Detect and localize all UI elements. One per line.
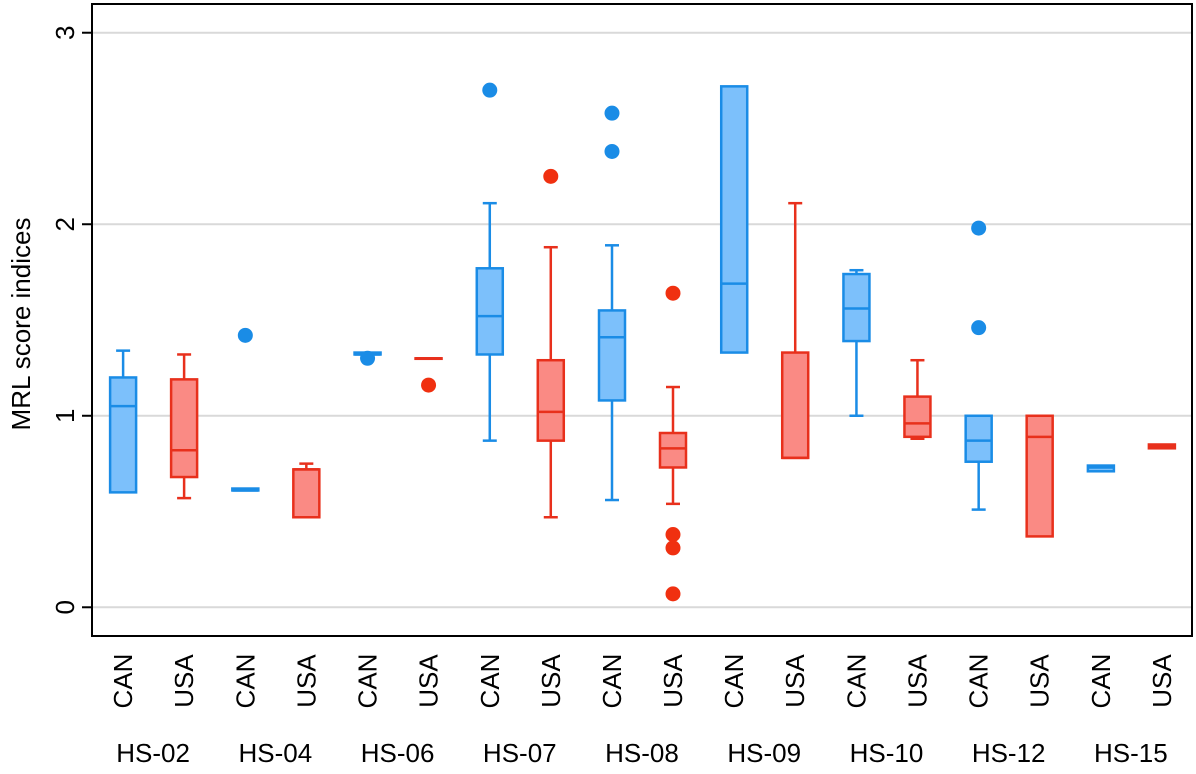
group-label: HS-08 — [605, 738, 679, 768]
country-label: CAN — [108, 654, 138, 709]
country-label: CAN — [1086, 654, 1116, 709]
box-iqr — [292, 468, 321, 519]
country-label: USA — [902, 654, 932, 708]
box-series — [108, 82, 1177, 602]
box-iqr — [964, 414, 993, 463]
y-tick-label: 1 — [50, 409, 80, 423]
box-iqr — [597, 309, 627, 402]
y-axis-title: MRL score indices — [6, 218, 36, 431]
box-iqr — [475, 267, 505, 356]
gridlines — [92, 31, 1192, 609]
y-tick-label: 3 — [50, 25, 80, 39]
country-label: CAN — [964, 654, 994, 709]
group-label: HS-09 — [727, 738, 801, 768]
outlier-point — [665, 526, 681, 542]
box-iqr — [780, 351, 810, 460]
group-label: HS-12 — [972, 738, 1046, 768]
box-iqr — [658, 431, 688, 469]
group-label: HS-02 — [116, 738, 190, 768]
box-iqr — [719, 85, 749, 354]
group-label: HS-04 — [238, 738, 312, 768]
x-axis-labels: HS-02 CAN USA HS-04 CAN USA HS-06 CAN USA HS-07 CA… — [108, 654, 1177, 768]
country-label: USA — [536, 654, 566, 708]
box-iqr — [169, 378, 199, 479]
country-label: USA — [780, 654, 810, 708]
country-label: CAN — [597, 654, 627, 709]
country-label: CAN — [353, 654, 383, 709]
outlier-point — [665, 285, 681, 301]
box-iqr — [108, 376, 138, 494]
country-label: USA — [414, 654, 444, 708]
box-iqr — [903, 395, 932, 439]
box-iqr — [1025, 414, 1054, 538]
country-label: CAN — [841, 654, 871, 709]
outlier-point — [237, 327, 253, 343]
box-iqr — [536, 358, 566, 442]
outlier-point — [543, 168, 559, 184]
group-label: HS-06 — [361, 738, 435, 768]
country-label: USA — [1025, 654, 1055, 708]
outlier-point — [971, 320, 987, 336]
country-label: CAN — [475, 654, 505, 709]
country-label: USA — [1147, 654, 1177, 708]
country-label: CAN — [230, 654, 260, 709]
country-label: USA — [169, 654, 199, 708]
country-label: CAN — [719, 654, 749, 709]
outlier-point — [421, 377, 437, 393]
outlier-point — [482, 82, 498, 98]
outlier-point — [665, 586, 681, 602]
country-label: USA — [291, 654, 321, 708]
country-label: USA — [658, 654, 688, 708]
y-tick-label: 0 — [50, 600, 80, 614]
outlier-point — [360, 350, 376, 366]
group-label: HS-10 — [850, 738, 924, 768]
plot-frame — [91, 3, 1193, 637]
outlier-point — [971, 220, 987, 236]
y-axis: 0 1 2 3 — [50, 25, 92, 615]
y-tick-label: 2 — [50, 217, 80, 231]
outlier-point — [604, 143, 620, 159]
group-label: HS-15 — [1094, 738, 1168, 768]
outlier-point — [665, 540, 681, 556]
group-label: HS-07 — [483, 738, 557, 768]
outlier-point — [604, 105, 620, 121]
